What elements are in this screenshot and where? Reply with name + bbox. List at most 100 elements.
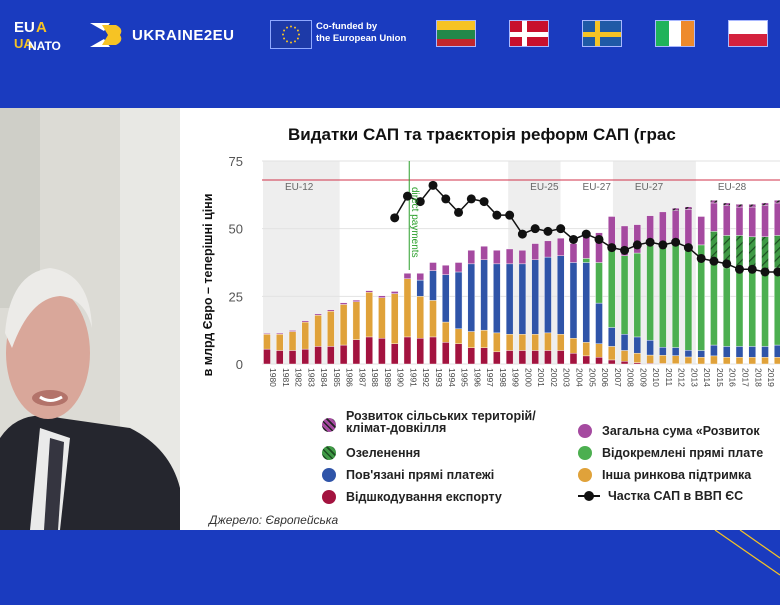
x-tick-label: 2000 (523, 368, 533, 387)
denmark-flag-icon (509, 20, 549, 47)
bar-segment-coupled (583, 263, 590, 343)
bar-segment-other_market (264, 334, 271, 349)
bar-segment-rural_dev (583, 237, 590, 259)
bar-segment-other_market (685, 357, 692, 364)
gdp-share-point (569, 235, 578, 244)
bar-segment-rural_dev (659, 212, 666, 244)
bar-segment-export_refunds (493, 352, 500, 364)
bar-segment-other_market (544, 333, 551, 351)
bar-segment-other_market (647, 355, 654, 363)
bar-segment-rural_dev (468, 250, 475, 264)
legend-item-other_market: Інша ринкова підтримка (578, 468, 751, 482)
x-tick-label: 2018 (753, 368, 763, 387)
x-tick-label: 2013 (689, 368, 699, 387)
ukraine2eu-text: UKRAINE2EU (132, 27, 235, 44)
legend-item-rural_dev: Загальна сума «Розвиток (578, 424, 760, 438)
x-tick-label: 2001 (536, 368, 546, 387)
bar-segment-greening (762, 237, 769, 269)
x-tick-label: 1981 (281, 368, 291, 387)
bar-segment-decoupled (608, 246, 615, 327)
legend-label: Розвиток сільських територій/клімат-довк… (346, 410, 546, 434)
bar-segment-other_market (557, 334, 564, 350)
bar-segment-export_refunds (634, 363, 641, 364)
bar-segment-export_refunds (353, 340, 360, 364)
gdp-share-point (543, 227, 552, 236)
bar-segment-coupled (634, 337, 641, 353)
svg-text:NATO: NATO (28, 39, 61, 52)
footer-bar (0, 530, 780, 600)
x-tick-label: 1986 (345, 368, 355, 387)
eu-ua-nato-logo: EU A UA NATO (12, 16, 62, 52)
header-bar: EU A UA NATO UKRAINE2EU Co-funded by the… (0, 0, 780, 108)
x-tick-label: 1984 (319, 368, 329, 387)
x-tick-label: 2008 (626, 368, 636, 387)
cofunded-line-2: the European Union (316, 33, 406, 45)
legend-dot-icon (578, 446, 592, 460)
bar-segment-export_refunds (608, 360, 615, 364)
bar-segment-rd_climate (774, 200, 780, 203)
bar-segment-rural_dev (749, 207, 756, 237)
bar-segment-other_market (378, 298, 385, 339)
bar-segment-export_refunds (315, 346, 322, 364)
bar-segment-export_refunds (442, 342, 449, 364)
bar-segment-other_market (366, 292, 373, 337)
gdp-share-point (722, 259, 731, 268)
bar-segment-export_refunds (340, 345, 347, 364)
bar-segment-coupled (519, 264, 526, 334)
bar-segment-coupled (685, 350, 692, 357)
bar-segment-export_refunds (519, 350, 526, 364)
gdp-share-point (441, 194, 450, 203)
bar-segment-decoupled (723, 268, 730, 346)
legend-dot-icon (322, 418, 336, 432)
bar-segment-other_market (749, 357, 756, 364)
x-tick-label: 1988 (370, 368, 380, 387)
gdp-share-point (467, 194, 476, 203)
x-tick-label: 2019 (766, 368, 776, 387)
eu-flag-icon (270, 20, 312, 49)
x-tick-label: 2007 (613, 368, 623, 387)
bar-segment-coupled (736, 346, 743, 357)
gdp-share-point (480, 197, 489, 206)
bar-segment-rural_dev (481, 246, 488, 260)
bar-segment-other_market (608, 346, 615, 360)
chart-title: Видатки САП та траєкторія реформ САП (гр… (288, 125, 676, 144)
bar-segment-other_market (596, 344, 603, 358)
y-tick-label: 0 (236, 357, 243, 372)
bar-segment-rural_dev (442, 265, 449, 274)
bar-segment-greening (736, 235, 743, 267)
period-label: EU-12 (285, 182, 314, 193)
ireland-flag-icon (655, 20, 695, 47)
gdp-share-point (390, 213, 399, 222)
poland-flag-icon (728, 20, 768, 47)
bar-segment-coupled (493, 264, 500, 333)
gdp-share-point (518, 230, 527, 239)
x-tick-label: 1999 (511, 368, 521, 387)
x-tick-label: 2006 (600, 368, 610, 387)
bar-segment-rural_dev (762, 206, 769, 237)
bar-segment-export_refunds (378, 338, 385, 364)
bar-segment-decoupled (672, 243, 679, 347)
bar-segment-other_market (481, 330, 488, 348)
bar-segment-other_market (430, 300, 437, 337)
bar-segment-export_refunds (557, 350, 564, 364)
bar-segment-rural_dev (404, 273, 411, 278)
bar-segment-export_refunds (391, 344, 398, 364)
speaker-video (0, 108, 180, 530)
x-tick-label: 1998 (498, 368, 508, 387)
gdp-share-point (531, 224, 540, 233)
bar-segment-rural_dev (532, 244, 539, 260)
decorative-lines (0, 530, 780, 600)
legend-item-coupled: Пов'язані прямі платежі (322, 468, 494, 482)
x-tick-label: 2012 (677, 368, 687, 387)
bar-segment-export_refunds (481, 348, 488, 364)
bar-segment-rd_climate (723, 203, 730, 206)
bar-segment-rural_dev (570, 244, 577, 263)
bar-segment-other_market (710, 356, 717, 364)
y-axis-label: в млрд Євро – теперішні ціни (201, 194, 215, 377)
period-label: EU-25 (530, 182, 559, 193)
gdp-share-point (582, 230, 591, 239)
bar-segment-export_refunds (532, 350, 539, 364)
bar-segment-other_market (570, 338, 577, 353)
bar-segment-other_market (774, 357, 780, 364)
